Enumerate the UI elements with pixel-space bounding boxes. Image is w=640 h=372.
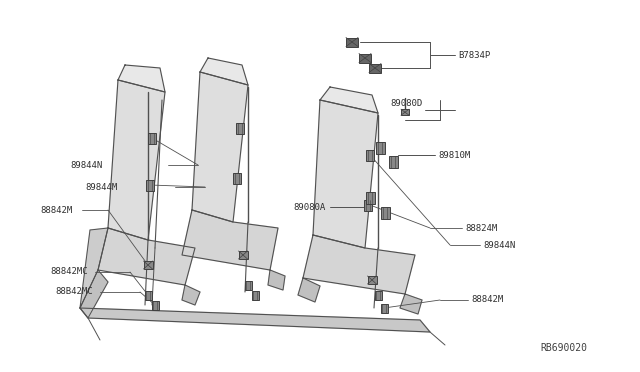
Bar (143, 261, 152, 269)
Text: 89080D: 89080D (390, 99, 422, 108)
Bar (381, 304, 387, 312)
Text: 88842MC: 88842MC (50, 267, 88, 276)
Text: 89844N: 89844N (70, 160, 102, 170)
Bar (239, 251, 248, 259)
Text: 89844M: 89844M (85, 183, 117, 192)
Polygon shape (298, 278, 320, 302)
Polygon shape (200, 58, 248, 85)
Text: 88842M: 88842M (40, 205, 72, 215)
Text: B7834P: B7834P (458, 51, 490, 60)
Bar (369, 64, 381, 73)
Bar (401, 109, 409, 115)
Text: 88B42MC: 88B42MC (55, 288, 93, 296)
Bar (236, 122, 244, 134)
Polygon shape (320, 87, 378, 113)
Bar (381, 207, 390, 219)
Polygon shape (80, 228, 108, 308)
Polygon shape (80, 308, 430, 332)
Polygon shape (118, 65, 165, 92)
Text: 88842M: 88842M (471, 295, 503, 305)
Text: 88824M: 88824M (465, 224, 497, 232)
Bar (367, 276, 376, 284)
Text: 89080A: 89080A (293, 202, 325, 212)
Bar (388, 156, 397, 168)
Bar (233, 173, 241, 183)
Bar (376, 142, 385, 154)
Polygon shape (98, 228, 195, 285)
Polygon shape (192, 72, 248, 222)
Text: 89844N: 89844N (483, 241, 515, 250)
Bar (252, 291, 259, 299)
Polygon shape (80, 270, 108, 318)
Bar (148, 132, 156, 144)
Bar (145, 291, 152, 299)
Polygon shape (268, 270, 285, 290)
Polygon shape (182, 285, 200, 305)
Polygon shape (108, 80, 165, 240)
Bar (359, 54, 371, 62)
Polygon shape (313, 100, 378, 248)
Bar (152, 301, 159, 310)
Bar (346, 38, 358, 46)
Bar (365, 192, 374, 204)
Polygon shape (400, 294, 422, 314)
Bar (374, 291, 381, 299)
Bar (244, 280, 252, 289)
Bar (146, 180, 154, 190)
Bar (366, 150, 374, 160)
Text: 89810M: 89810M (438, 151, 470, 160)
Polygon shape (182, 210, 278, 270)
Polygon shape (303, 235, 415, 294)
Text: RB690020: RB690020 (540, 343, 587, 353)
Bar (364, 199, 372, 211)
